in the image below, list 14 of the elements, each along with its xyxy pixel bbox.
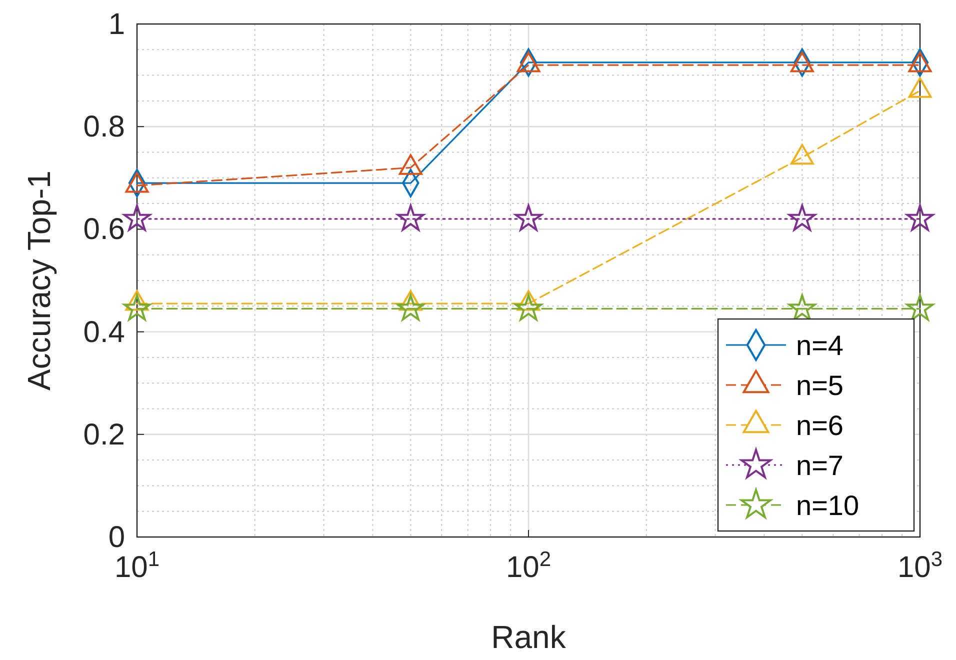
- legend-label: n=5: [796, 370, 844, 401]
- x-tick-label: 10$^{3}$: [897, 548, 943, 584]
- y-tick-label: 0.4: [83, 316, 125, 349]
- y-axis-title: Accuracy Top-1: [21, 170, 57, 390]
- x-tick-label: 10$^{2}$: [506, 548, 552, 584]
- legend-label: n=6: [796, 410, 844, 441]
- y-tick-label: 0.8: [83, 110, 125, 144]
- legend-label: n=7: [796, 450, 844, 481]
- y-tick-label: 1: [108, 8, 125, 41]
- legend-label: n=10: [796, 490, 860, 521]
- y-tick-label: 0.6: [83, 213, 125, 246]
- y-tick-label: 0.2: [83, 418, 125, 452]
- legend-label: n=4: [796, 330, 844, 361]
- x-axis-title: Rank: [491, 619, 567, 655]
